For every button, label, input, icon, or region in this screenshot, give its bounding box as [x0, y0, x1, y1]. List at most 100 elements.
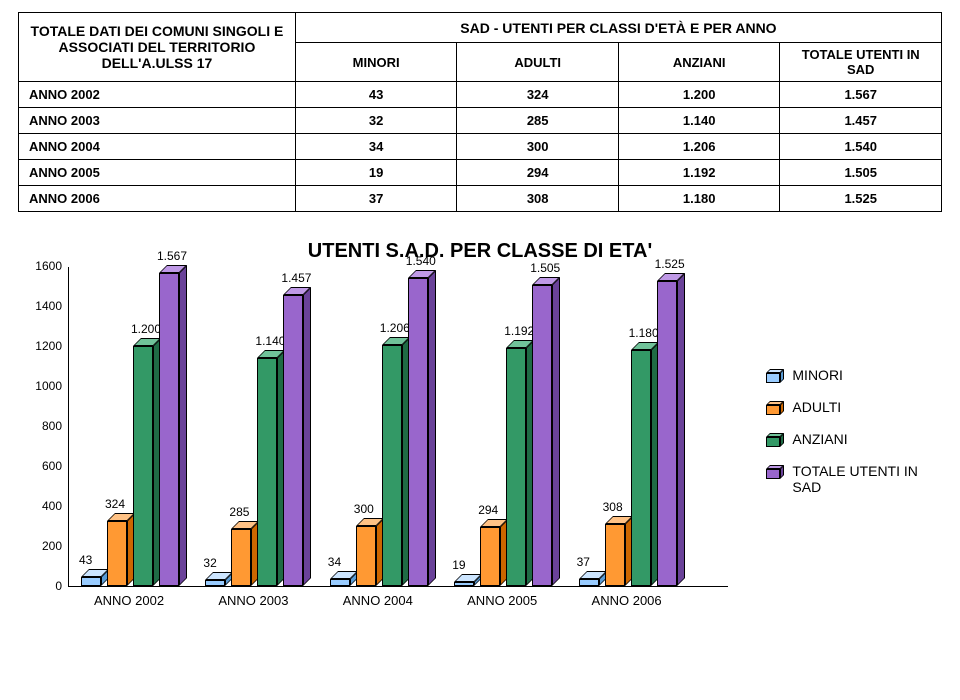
bar [283, 295, 303, 586]
bar-label: 308 [603, 500, 623, 514]
legend: MINORI ADULTI ANZIANI TOTALE UTENTI IN SAD [766, 367, 942, 511]
num-cell: 43 [295, 82, 457, 108]
bar-label: 1.457 [281, 271, 311, 285]
x-category: ANNO 2005 [453, 593, 551, 608]
num-cell: 1.200 [618, 82, 780, 108]
bar-label: 37 [577, 555, 590, 569]
table-title-left: TOTALE DATI DEI COMUNI SINGOLI E ASSOCIA… [19, 13, 296, 82]
legend-label: MINORI [792, 367, 843, 383]
bar [81, 577, 101, 586]
table-row: ANNO 2005192941.1921.505 [19, 160, 942, 186]
bar-label: 294 [478, 503, 498, 517]
bar [480, 527, 500, 586]
table-row: ANNO 2004343001.2061.540 [19, 134, 942, 160]
bar-label: 1.525 [655, 257, 685, 271]
num-cell: 285 [457, 108, 619, 134]
data-table: TOTALE DATI DEI COMUNI SINGOLI E ASSOCIA… [18, 12, 942, 212]
x-category: ANNO 2002 [80, 593, 178, 608]
bar [133, 346, 153, 586]
num-cell: 1.505 [780, 160, 942, 186]
x-category: ANNO 2003 [204, 593, 302, 608]
bar [532, 285, 552, 586]
bar-label: 43 [79, 553, 92, 567]
num-cell: 1.525 [780, 186, 942, 212]
y-tick: 200 [18, 539, 62, 553]
legend-swatch [766, 433, 784, 447]
num-cell: 34 [295, 134, 457, 160]
y-tick: 1000 [18, 379, 62, 393]
bar-label: 1.505 [530, 261, 560, 275]
bar-label: 1.200 [131, 322, 161, 336]
num-cell: 19 [295, 160, 457, 186]
col-head-1: ADULTI [457, 43, 619, 82]
x-category: ANNO 2004 [329, 593, 427, 608]
table-row: ANNO 2006373081.1801.525 [19, 186, 942, 212]
chart-area: 433241.2001.567322851.1401.457343001.206… [18, 267, 746, 617]
y-tick: 400 [18, 499, 62, 513]
bar-label: 1.192 [504, 324, 534, 338]
col-head-0: MINORI [295, 43, 457, 82]
legend-item: TOTALE UTENTI IN SAD [766, 463, 942, 495]
legend-label: TOTALE UTENTI IN SAD [792, 463, 942, 495]
bar-label: 300 [354, 502, 374, 516]
num-cell: 300 [457, 134, 619, 160]
legend-swatch [766, 401, 784, 415]
legend-swatch [766, 465, 784, 479]
y-tick: 1400 [18, 299, 62, 313]
col-head-2: ANZIANI [618, 43, 780, 82]
year-cell: ANNO 2004 [19, 134, 296, 160]
year-cell: ANNO 2003 [19, 108, 296, 134]
bar-label: 19 [452, 558, 465, 572]
y-tick: 1600 [18, 259, 62, 273]
table-row: ANNO 2003322851.1401.457 [19, 108, 942, 134]
num-cell: 308 [457, 186, 619, 212]
x-category: ANNO 2006 [578, 593, 676, 608]
num-cell: 324 [457, 82, 619, 108]
y-tick: 0 [18, 579, 62, 593]
year-cell: ANNO 2005 [19, 160, 296, 186]
bar [330, 579, 350, 586]
bar [159, 273, 179, 586]
chart: UTENTI S.A.D. PER CLASSE DI ETA' 433241.… [18, 240, 942, 617]
bar-label: 1.140 [255, 334, 285, 348]
legend-swatch [766, 369, 784, 383]
legend-label: ADULTI [792, 399, 841, 415]
bar [657, 281, 677, 586]
legend-item: MINORI [766, 367, 942, 383]
y-tick: 600 [18, 459, 62, 473]
bar-label: 1.540 [406, 254, 436, 268]
bar [205, 580, 225, 586]
bar-label: 34 [328, 555, 341, 569]
bar-label: 1.180 [629, 326, 659, 340]
bar-label: 32 [203, 556, 216, 570]
num-cell: 1.180 [618, 186, 780, 212]
num-cell: 1.206 [618, 134, 780, 160]
num-cell: 294 [457, 160, 619, 186]
bar [231, 529, 251, 586]
num-cell: 1.140 [618, 108, 780, 134]
year-cell: ANNO 2002 [19, 82, 296, 108]
bar [356, 526, 376, 586]
bar [107, 521, 127, 586]
legend-item: ANZIANI [766, 431, 942, 447]
bar-label: 285 [229, 505, 249, 519]
bar [257, 358, 277, 586]
bar [605, 524, 625, 586]
num-cell: 1.192 [618, 160, 780, 186]
table-title-top: SAD - UTENTI PER CLASSI D'ETÀ E PER ANNO [295, 13, 941, 43]
bar [454, 582, 474, 586]
bar [408, 278, 428, 586]
legend-item: ADULTI [766, 399, 942, 415]
bar [579, 579, 599, 586]
bar-label: 1.206 [380, 321, 410, 335]
num-cell: 37 [295, 186, 457, 212]
bar-label: 1.567 [157, 249, 187, 263]
year-cell: ANNO 2006 [19, 186, 296, 212]
table-row: ANNO 2002433241.2001.567 [19, 82, 942, 108]
legend-label: ANZIANI [792, 431, 847, 447]
col-head-3: TOTALE UTENTI IN SAD [780, 43, 942, 82]
num-cell: 1.540 [780, 134, 942, 160]
num-cell: 1.567 [780, 82, 942, 108]
bar [631, 350, 651, 586]
bar-label: 324 [105, 497, 125, 511]
